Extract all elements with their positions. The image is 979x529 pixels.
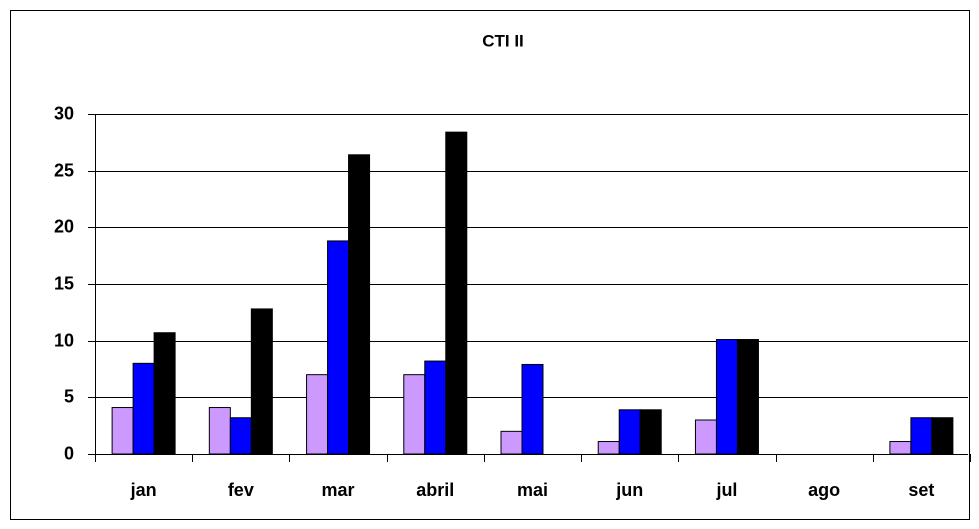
bar [694, 419, 717, 455]
bar [229, 417, 252, 455]
bar [424, 360, 447, 455]
bar [715, 339, 738, 455]
bar [327, 240, 350, 455]
bar [500, 430, 523, 455]
x-tick-label: ago [808, 480, 840, 500]
bar [639, 409, 662, 455]
y-tick-label: 0 [64, 443, 74, 463]
bar [736, 339, 759, 455]
bar [306, 374, 329, 455]
bar [208, 407, 231, 455]
y-tick-label: 25 [54, 160, 74, 180]
chart-title: CTI II [482, 31, 524, 50]
bar [618, 409, 641, 455]
bar [111, 407, 134, 455]
x-tick-label: fev [228, 480, 254, 500]
x-tick-label: jan [130, 480, 157, 500]
bar [597, 441, 620, 455]
y-tick-label: 20 [54, 216, 74, 236]
bar [910, 417, 933, 455]
x-tick-label: jul [715, 480, 737, 500]
y-tick-label: 15 [54, 273, 74, 293]
bar [132, 362, 155, 455]
y-tick-label: 10 [54, 330, 74, 350]
bar [445, 131, 468, 455]
x-tick-label: abril [416, 480, 454, 500]
y-tick-label: 5 [64, 386, 74, 406]
x-tick-label: set [908, 480, 934, 500]
x-tick-label: jun [615, 480, 643, 500]
bar [250, 308, 273, 455]
bar [348, 154, 371, 455]
bar [521, 363, 544, 455]
bar [931, 417, 954, 455]
bar [153, 332, 176, 455]
bar [403, 374, 426, 455]
bar [889, 441, 912, 455]
y-tick-label: 30 [54, 103, 74, 123]
x-tick-label: mar [322, 480, 355, 500]
x-tick-label: mai [517, 480, 548, 500]
